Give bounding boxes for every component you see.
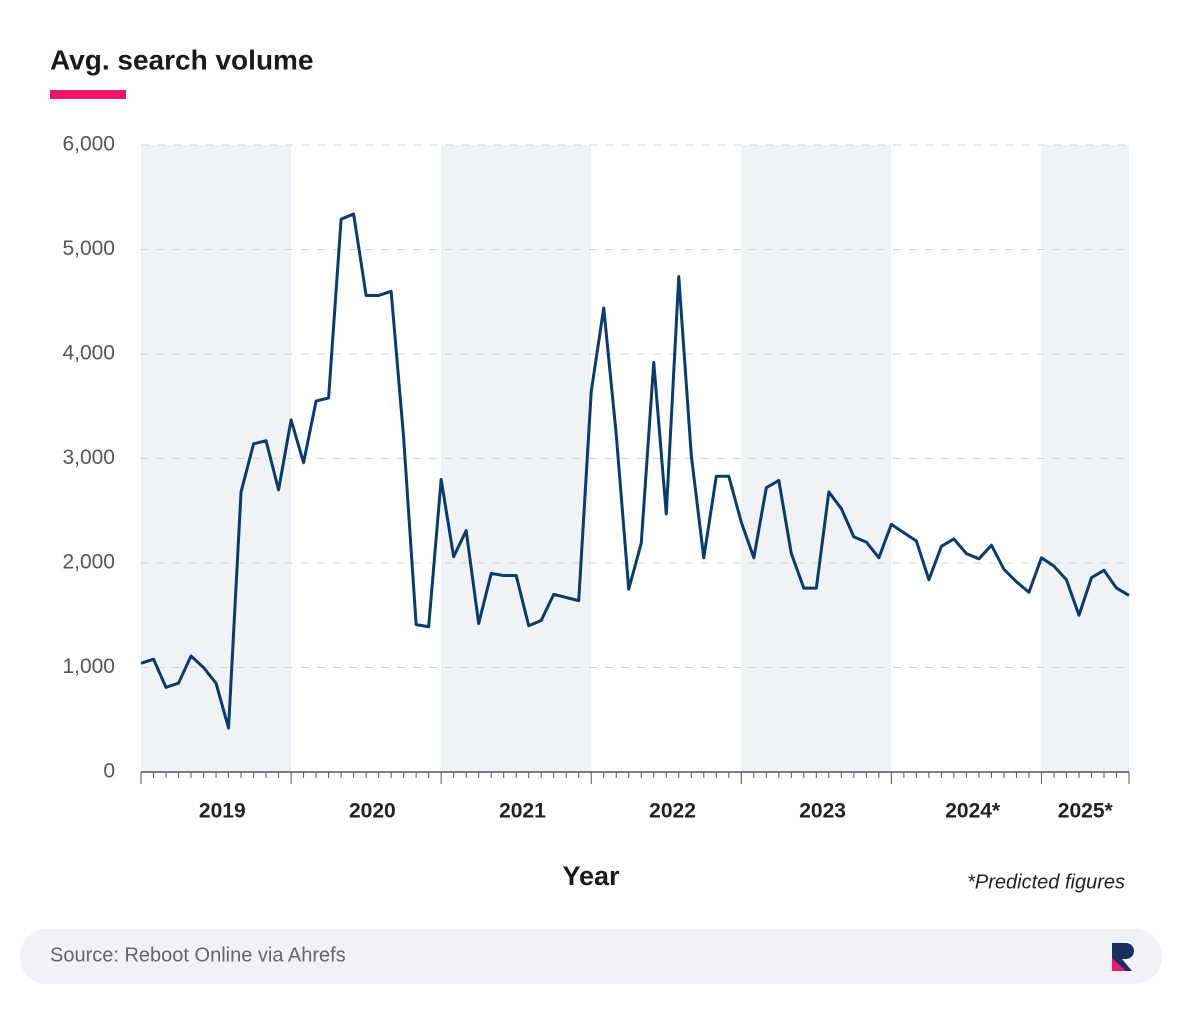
x-axis-label: Year bbox=[562, 861, 620, 891]
y-tick-label: 5,000 bbox=[62, 237, 115, 260]
y-tick-label: 3,000 bbox=[62, 446, 115, 469]
year-band bbox=[141, 145, 292, 772]
x-tick-label: 2023 bbox=[799, 800, 846, 823]
x-tick-label: 2022 bbox=[649, 800, 696, 823]
source: Source: Reboot Online via Ahrefs bbox=[50, 944, 346, 966]
x-tick-label: 2024* bbox=[945, 800, 1001, 823]
chart-title: Avg. search volume bbox=[50, 44, 314, 75]
x-tick-label: 2021 bbox=[499, 800, 546, 823]
source-box bbox=[20, 929, 1162, 984]
y-tick-label: 6,000 bbox=[62, 133, 115, 156]
title-accent bbox=[50, 90, 126, 99]
x-tick-label: 2025* bbox=[1058, 800, 1114, 823]
x-tick-label: 2019 bbox=[199, 800, 246, 823]
y-tick-label: 0 bbox=[103, 760, 115, 783]
logo bbox=[1112, 943, 1134, 971]
line bbox=[140, 212, 1130, 730]
y-tick-label: 2,000 bbox=[62, 551, 115, 574]
y-tick-label: 1,000 bbox=[62, 655, 115, 678]
note: *Predicted figures bbox=[967, 871, 1125, 893]
x-tick-label: 2020 bbox=[349, 800, 396, 823]
y-tick-label: 4,000 bbox=[62, 342, 115, 365]
